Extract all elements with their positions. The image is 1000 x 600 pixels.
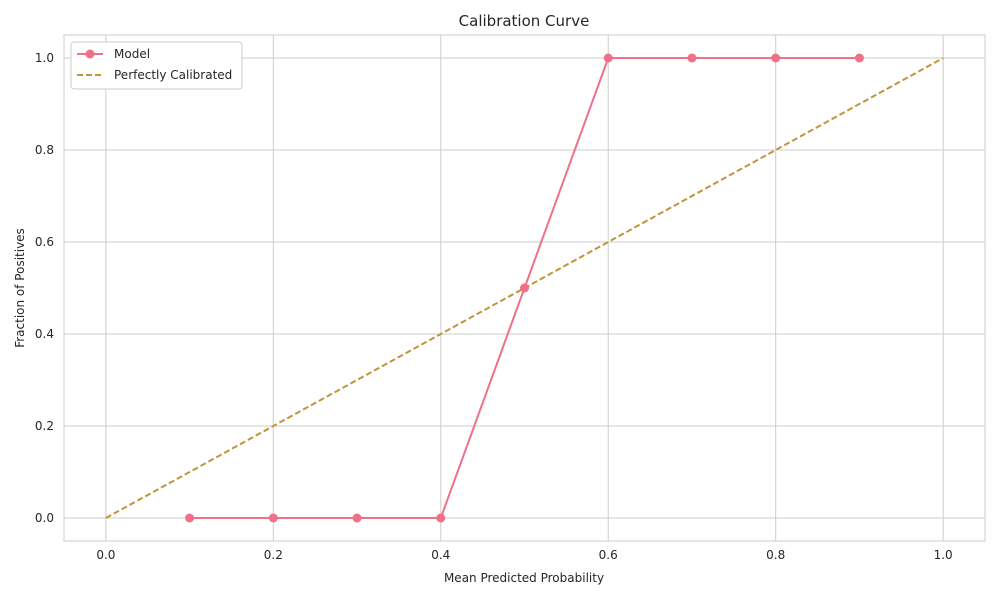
- model-data-point: [603, 53, 613, 63]
- model-data-point: [185, 513, 195, 523]
- x-tick-label: 0.0: [96, 548, 115, 562]
- y-tick-label: 0.6: [35, 235, 54, 249]
- x-tick-label: 1.0: [934, 548, 953, 562]
- x-tick-label: 0.8: [766, 548, 785, 562]
- grid: [64, 35, 985, 541]
- y-axis-label: Fraction of Positives: [13, 228, 27, 348]
- x-tick-label: 0.6: [599, 548, 618, 562]
- legend-label-model: Model: [114, 47, 150, 61]
- x-axis-label: Mean Predicted Probability: [444, 571, 604, 585]
- y-tick-label: 0.8: [35, 143, 54, 157]
- model-data-point: [771, 53, 781, 63]
- y-tick-label: 0.4: [35, 327, 54, 341]
- model-data-point: [352, 513, 362, 523]
- y-tick-label: 1.0: [35, 51, 54, 65]
- legend-box: [70, 41, 243, 90]
- x-axis-ticks: 0.0 0.2 0.4 0.6 0.8 1.0: [96, 548, 952, 562]
- x-tick-label: 0.4: [431, 548, 450, 562]
- chart-title: Calibration Curve: [459, 12, 590, 30]
- series-layer: [105, 53, 944, 523]
- legend: Model Perfectly Calibrated: [70, 41, 243, 90]
- model-data-point: [854, 53, 864, 63]
- model-data-point: [687, 53, 697, 63]
- legend-label-perfectly-calibrated: Perfectly Calibrated: [114, 68, 232, 82]
- y-axis-ticks: 0.0 0.2 0.4 0.6 0.8 1.0: [35, 51, 54, 525]
- model-data-point: [436, 513, 446, 523]
- legend-model-marker: [85, 49, 95, 59]
- model-data-point: [268, 513, 278, 523]
- y-tick-label: 0.0: [35, 511, 54, 525]
- model-data-point: [520, 283, 529, 293]
- x-tick-label: 0.2: [264, 548, 283, 562]
- y-tick-label: 0.2: [35, 419, 54, 433]
